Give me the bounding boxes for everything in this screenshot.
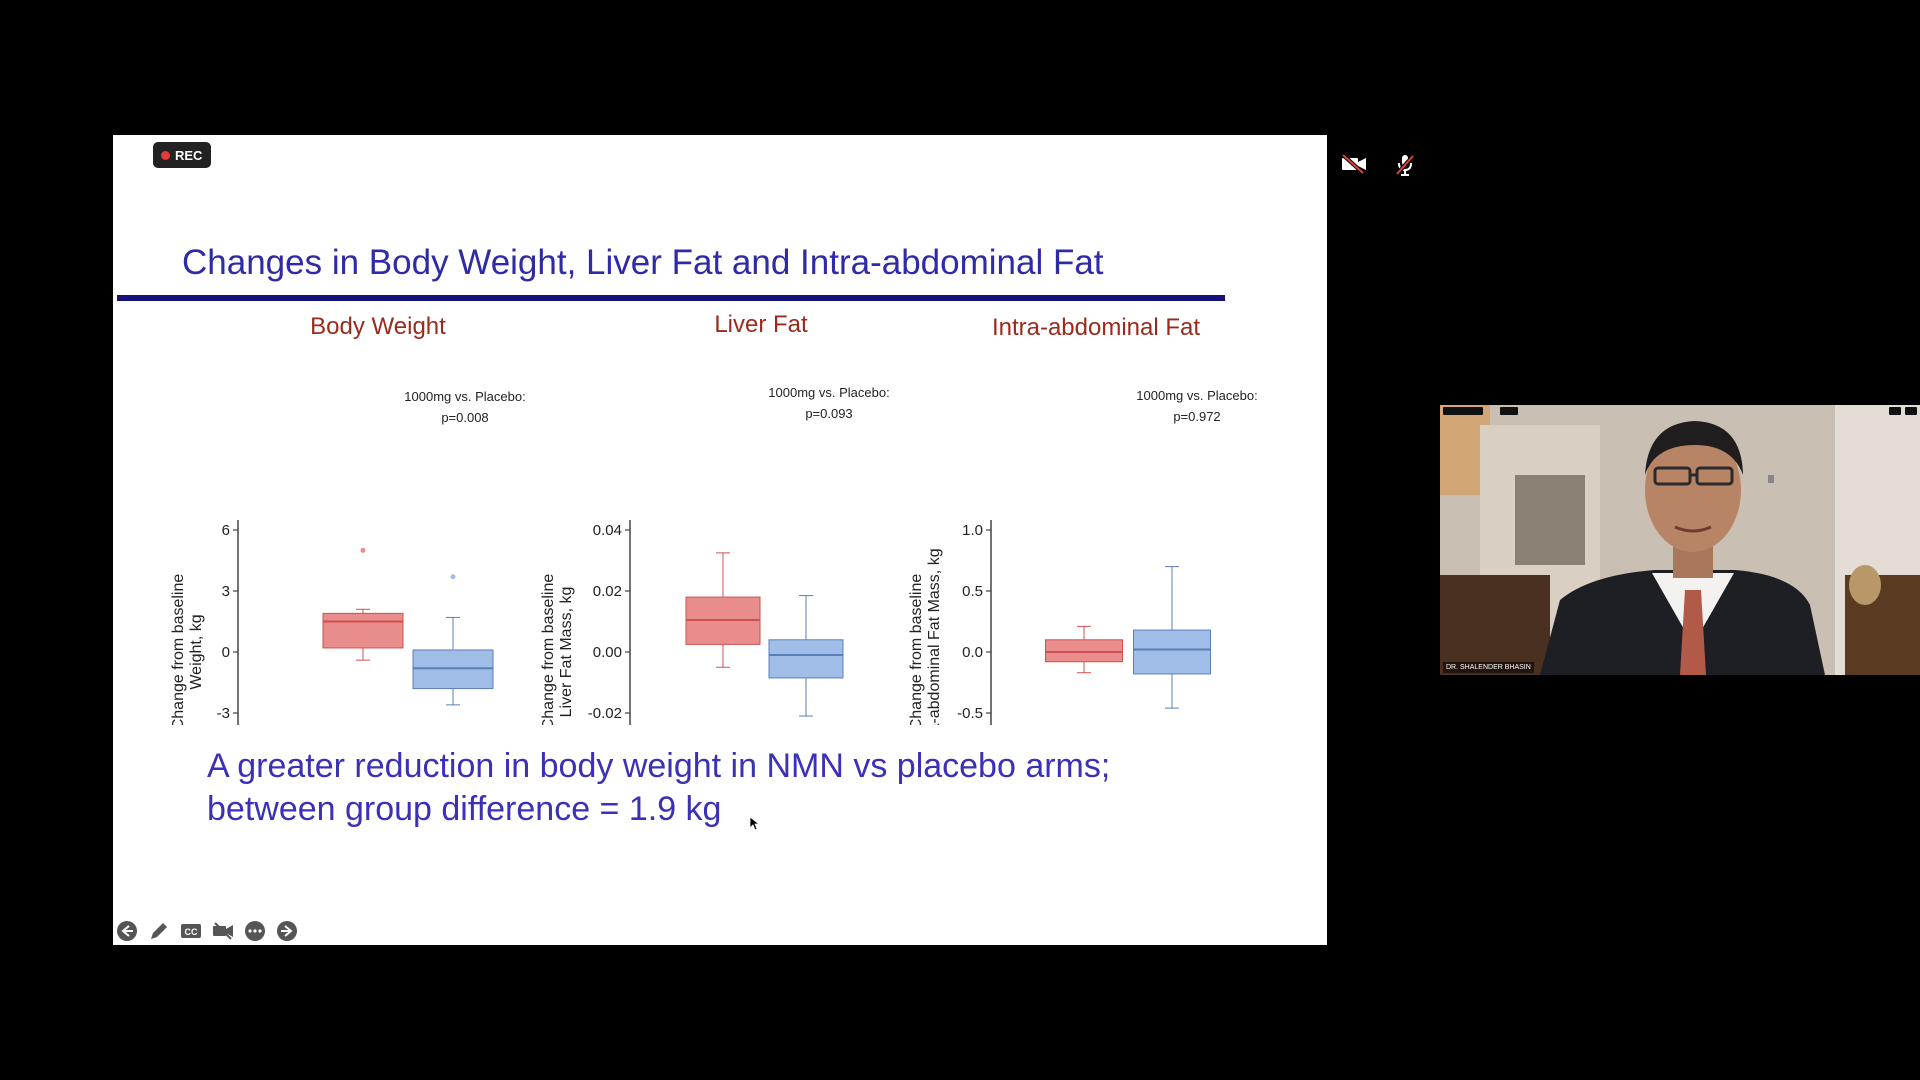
y-tick-label: 1.0 — [962, 522, 983, 539]
y-axis-label-line-1: Change from baseline — [170, 574, 187, 725]
y-tick-label: 0 — [222, 644, 230, 661]
video-rec-indicator — [1500, 407, 1518, 415]
box-mark — [322, 612, 404, 649]
y-tick-label: 6 — [222, 522, 230, 539]
conclusion-line-2: between group difference = 1.9 kg — [207, 790, 722, 828]
participant-name-label: DR. SHALENDER BHASIN — [1443, 662, 1534, 673]
y-tick-label: 3 — [222, 583, 230, 600]
y-axis-label-line-2: Weight, kg — [188, 614, 205, 689]
slide-title: Changes in Body Weight, Liver Fat and In… — [182, 243, 1104, 282]
video-menu-icon[interactable] — [1905, 407, 1917, 415]
closed-caption-icon[interactable]: CC — [179, 919, 203, 943]
more-icon[interactable] — [243, 919, 267, 943]
mouse-cursor-icon — [750, 817, 760, 831]
video-status-bar — [1443, 407, 1483, 415]
status-icons — [1341, 153, 1416, 182]
pen-icon[interactable] — [147, 919, 171, 943]
conclusion-line-1: A greater reduction in body weight in NM… — [207, 747, 1111, 785]
y-tick-label: -0.02 — [588, 705, 622, 722]
participant-image — [1440, 405, 1920, 675]
annotation-line-1: 1000mg vs. Placebo: — [768, 385, 889, 400]
recording-badge: REC — [153, 142, 212, 168]
conclusion-text: A greater reduction in body weight in NM… — [207, 745, 1110, 831]
record-dot-icon — [161, 150, 170, 160]
video-off-icon[interactable] — [211, 919, 235, 943]
y-tick-label: 0.0 — [962, 644, 983, 661]
outlier-point — [450, 574, 456, 580]
y-axis-label-line-1: Change from baseline — [908, 574, 925, 725]
title-underline — [117, 295, 1225, 301]
arrow-right-icon[interactable] — [275, 919, 299, 943]
y-tick-label: 0.04 — [593, 522, 622, 539]
svg-text:CC: CC — [185, 927, 198, 937]
chart-title: Intra-abdominal Fat — [992, 314, 1200, 341]
y-tick-label: -0.5 — [957, 705, 983, 722]
video-controls — [1440, 405, 1920, 415]
participant-video[interactable]: DR. SHALENDER BHASIN — [1440, 405, 1920, 675]
y-axis-label-line-2: Intra-abdominal Fat Mass, kg — [926, 548, 943, 725]
chart-title: Body Weight — [310, 313, 446, 340]
annotation-line-1: 1000mg vs. Placebo: — [404, 389, 525, 404]
outlier-point — [360, 547, 366, 553]
box-mark — [412, 649, 494, 690]
presentation-slide: REC Changes in Body Weight, Liver Fat an… — [113, 135, 1327, 945]
y-axis-label-line-1: Change from baseline — [540, 574, 557, 725]
slide-toolbar: CC — [115, 919, 299, 943]
y-tick-label: 0.00 — [593, 644, 622, 661]
box-mark — [1133, 629, 1211, 675]
box-mark — [1045, 639, 1123, 663]
y-tick-label: 0.5 — [962, 583, 983, 600]
chart-title: Liver Fat — [714, 311, 808, 338]
arrow-left-icon[interactable] — [115, 919, 139, 943]
annotation-line-2: p=0.972 — [1173, 409, 1220, 424]
video-expand-icon[interactable] — [1889, 407, 1901, 415]
annotation-line-1: 1000mg vs. Placebo: — [1136, 388, 1257, 403]
box-mark — [768, 639, 844, 679]
y-tick-label: -3 — [217, 705, 230, 722]
annotation-line-2: p=0.093 — [805, 406, 852, 421]
mic-off-icon[interactable] — [1394, 153, 1416, 182]
video-off-icon[interactable] — [1341, 153, 1367, 182]
y-axis-label-line-2: Liver Fat Mass, kg — [558, 587, 575, 718]
recording-label: REC — [175, 147, 203, 163]
y-tick-label: 0.02 — [593, 583, 622, 600]
annotation-line-2: p=0.008 — [441, 410, 488, 425]
